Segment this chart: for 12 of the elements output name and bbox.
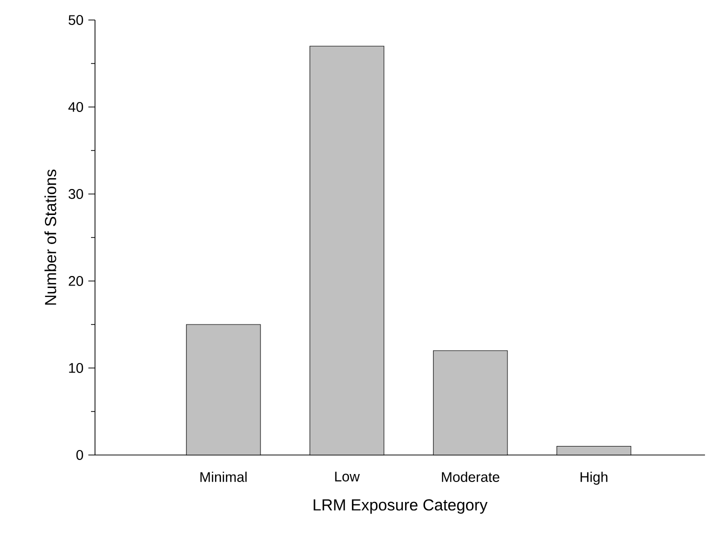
x-tick-label: High (580, 472, 608, 485)
y-tick-label: 10 (69, 363, 84, 373)
y-tick-label: 20 (68, 276, 84, 286)
y-tick-label: 30 (68, 189, 84, 199)
x-tick-label: Minimal (200, 472, 247, 482)
x-axis-title: LRM Exposure Category (314, 499, 488, 514)
y-axis-title: Number of Stations (44, 170, 56, 305)
x-tick-label: Moderate (442, 472, 500, 482)
y-tick-label: 0 (76, 450, 84, 460)
y-tick-label: 50 (68, 15, 84, 25)
y-tick-label: 40 (68, 102, 84, 112)
x-tick-label: Low (335, 472, 360, 482)
